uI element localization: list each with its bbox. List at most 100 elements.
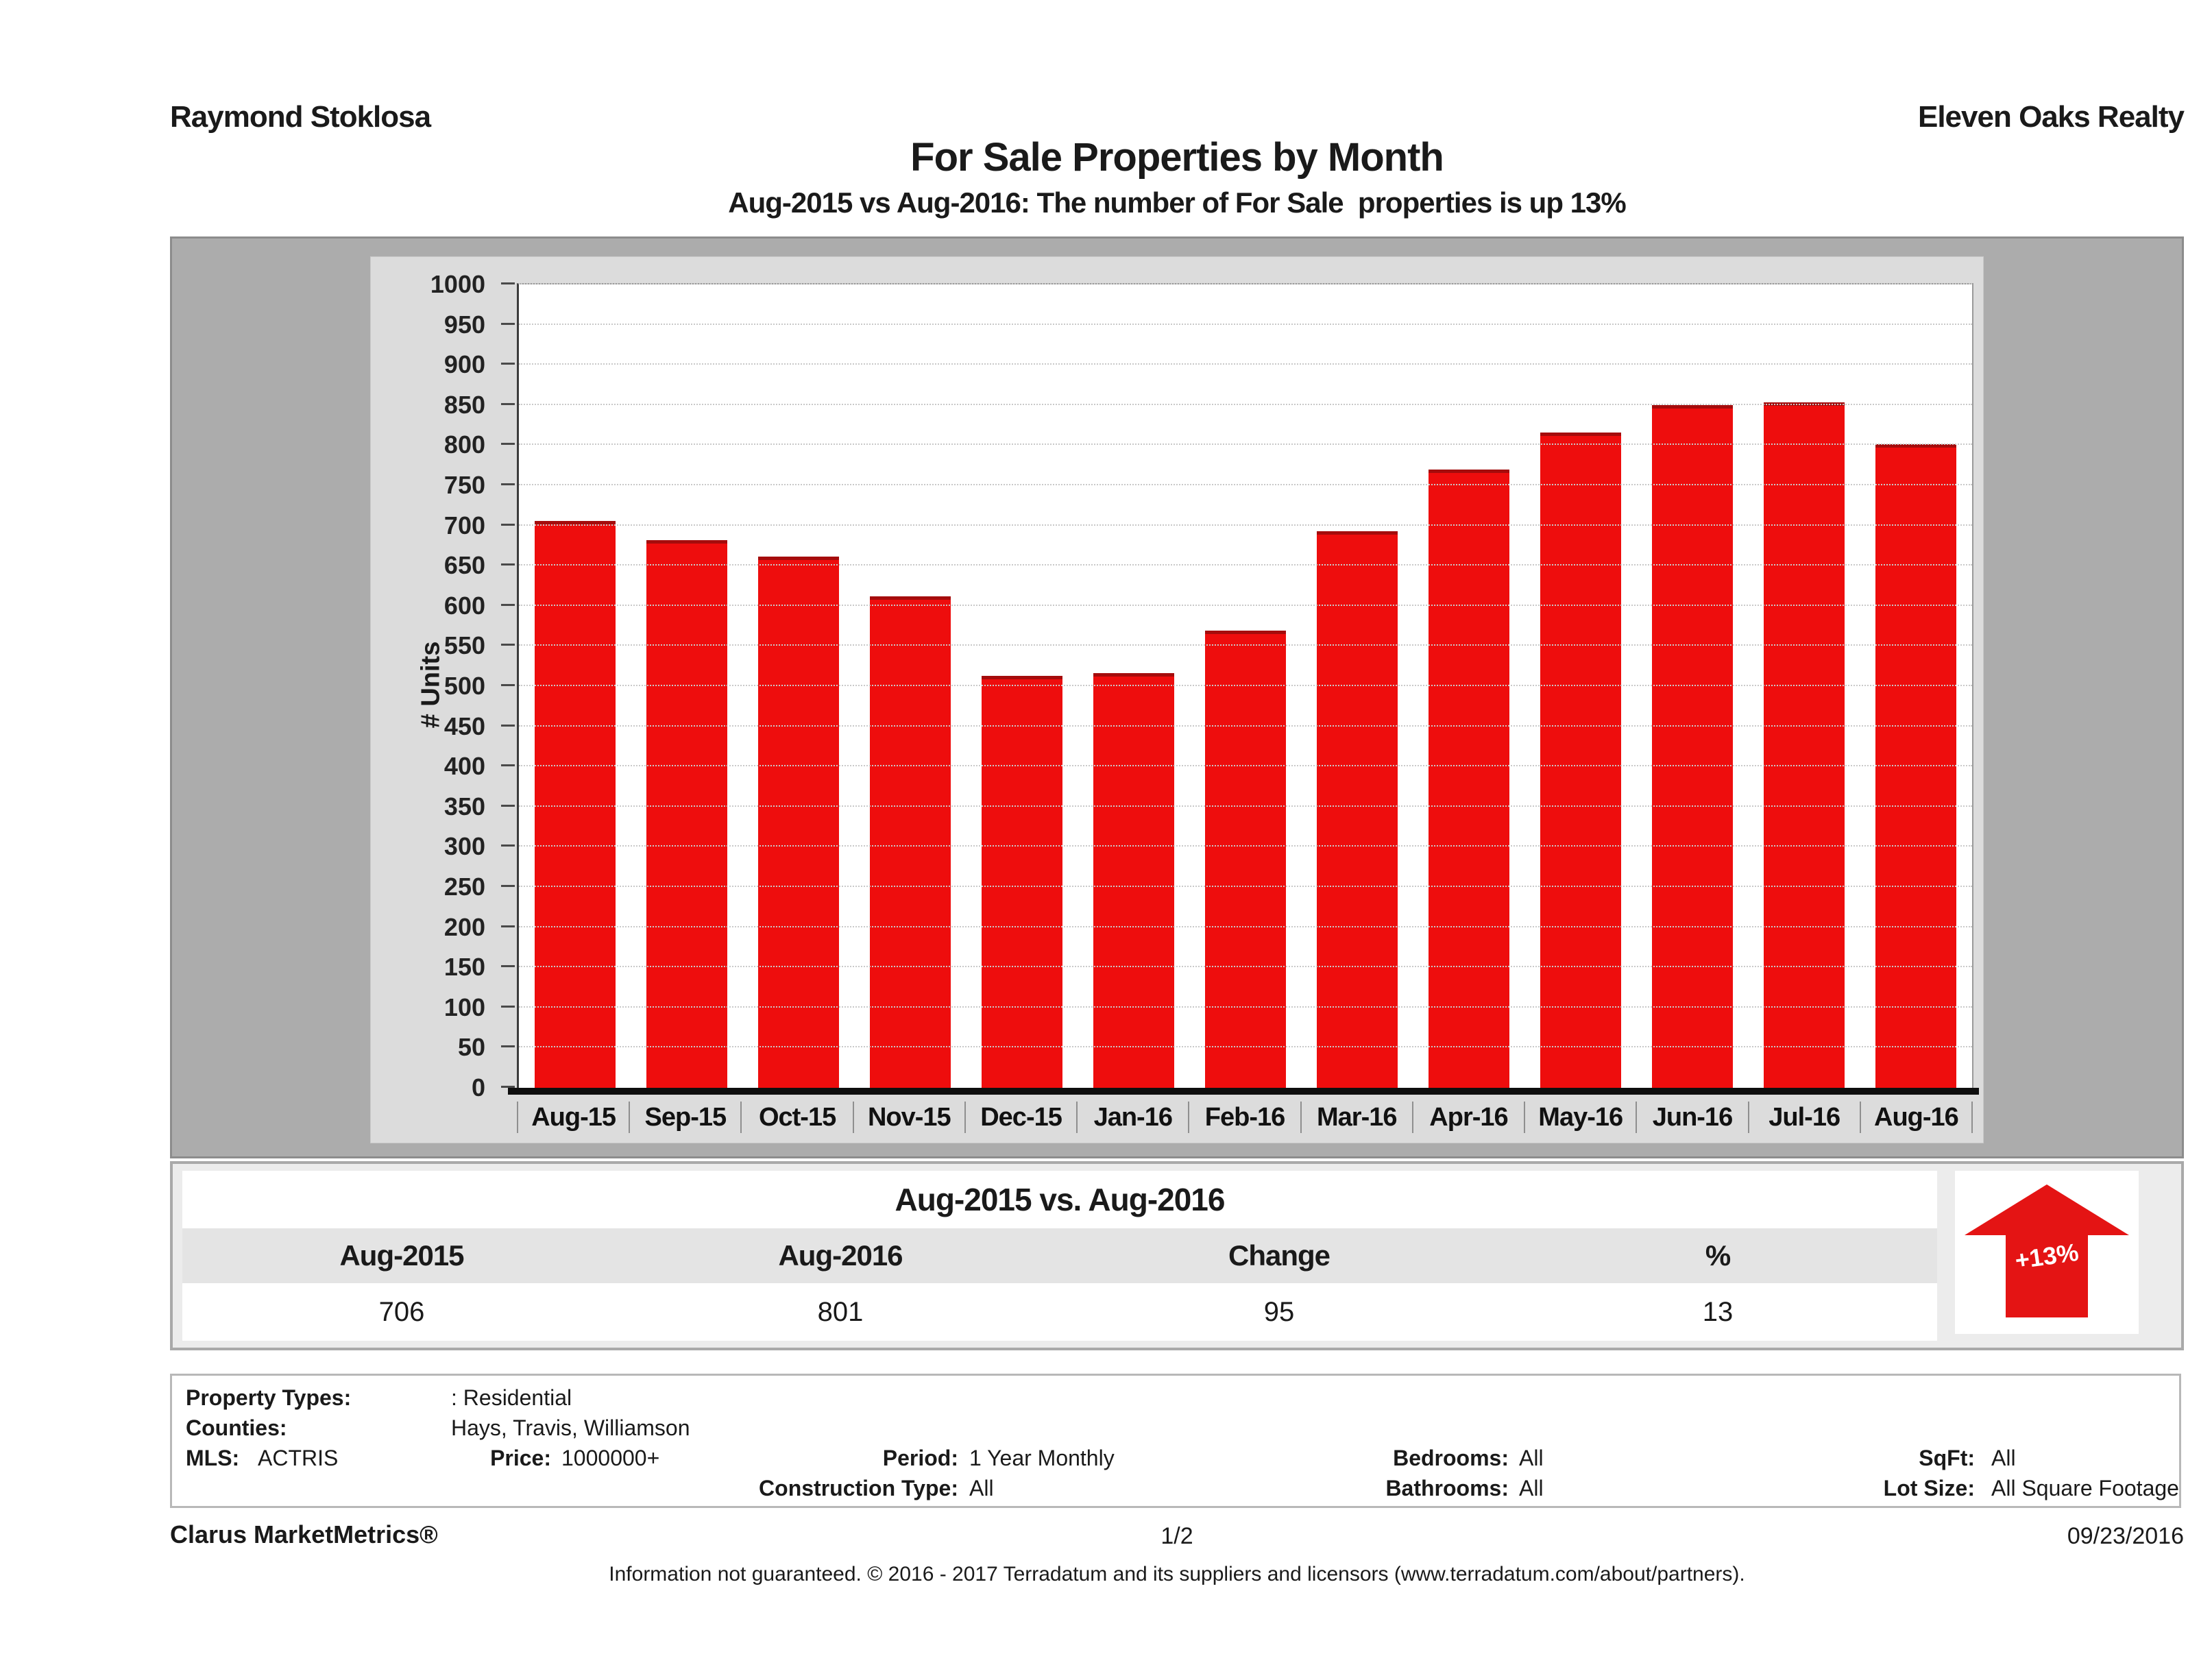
price-label: Price: bbox=[490, 1446, 551, 1470]
y-tick bbox=[501, 925, 515, 927]
comp-value-Aug-2015: 706 bbox=[378, 1296, 425, 1327]
comparison-section: Aug-2015 vs. Aug-2016 Aug-2015 Aug-2016 Ch… bbox=[170, 1161, 2184, 1350]
gridline bbox=[519, 323, 1972, 325]
y-axis-labels: 0 50 100 150 200 250 300 350 400 450 500 550 600 650 7… bbox=[371, 270, 517, 1102]
gridline bbox=[519, 805, 1972, 807]
period-value: 1 Year Monthly bbox=[969, 1446, 1115, 1470]
y-tick-label: 250 bbox=[443, 873, 485, 901]
y-tick-label: 500 bbox=[443, 672, 485, 700]
y-tick bbox=[501, 603, 515, 606]
sqft-label: SqFt: bbox=[1919, 1446, 1975, 1470]
gridline bbox=[519, 484, 1972, 485]
y-tick bbox=[501, 282, 515, 284]
construction-type-label: Construction Type: bbox=[759, 1476, 958, 1500]
property-types-value: : Residential bbox=[451, 1385, 572, 1410]
y-tick bbox=[501, 1045, 515, 1048]
y-tick bbox=[501, 363, 515, 365]
comparison-table: Aug-2015 vs. Aug-2016 Aug-2015 Aug-2016 Ch… bbox=[182, 1171, 1937, 1341]
x-label-Aug-15: Aug-15 bbox=[517, 1102, 629, 1133]
gridline bbox=[519, 1046, 1972, 1048]
comp-header-Aug-2015: Aug-2015 bbox=[339, 1239, 464, 1272]
bathrooms-value: All bbox=[1519, 1476, 1544, 1500]
bar-Apr-16 bbox=[1429, 469, 1510, 1088]
y-tick bbox=[501, 885, 515, 887]
x-label-Sep-15: Sep-15 bbox=[629, 1102, 740, 1133]
x-label-Oct-15: Oct-15 bbox=[740, 1102, 852, 1133]
gridline bbox=[519, 886, 1972, 887]
bar-Mar-16 bbox=[1317, 531, 1398, 1088]
chart-section: # Units 0 50 100 150 200 250 300 350 400 450 500 55… bbox=[170, 236, 2184, 1158]
mls-value: ACTRIS bbox=[258, 1446, 339, 1470]
price-value: 1000000+ bbox=[561, 1446, 660, 1470]
counties-label: Counties: bbox=[186, 1415, 287, 1440]
y-tick-label: 400 bbox=[443, 752, 485, 781]
y-tick bbox=[501, 443, 515, 446]
gridline bbox=[519, 925, 1972, 927]
bar-column-Sep-15 bbox=[631, 284, 742, 1088]
y-tick-label: 550 bbox=[443, 631, 485, 660]
bar-column-Jan-16 bbox=[1078, 284, 1189, 1088]
y-tick bbox=[501, 322, 515, 325]
bar-Nov-15 bbox=[869, 596, 951, 1088]
x-label-Apr-16: Apr-16 bbox=[1411, 1102, 1524, 1133]
y-tick-label: 800 bbox=[443, 430, 485, 459]
bar-column-Mar-16 bbox=[1302, 284, 1413, 1088]
lot-size-label: Lot Size: bbox=[1883, 1476, 1975, 1500]
y-tick-label: 450 bbox=[443, 712, 485, 740]
page-title: For Sale Properties by Month bbox=[910, 135, 1444, 180]
report-date: 09/23/2016 bbox=[2067, 1523, 2184, 1549]
change-badge: +13% bbox=[1955, 1171, 2139, 1334]
comparison-title: Aug-2015 vs. Aug-2016 bbox=[182, 1171, 1937, 1228]
x-label-Jan-16: Jan-16 bbox=[1076, 1102, 1188, 1133]
y-tick bbox=[501, 1086, 515, 1088]
sqft-value: All bbox=[1991, 1446, 2016, 1470]
page-number: 1/2 bbox=[1160, 1523, 1193, 1549]
gridline bbox=[519, 524, 1972, 526]
x-label-Jul-16: Jul-16 bbox=[1747, 1102, 1860, 1133]
comp-header-Aug-2016: Aug-2016 bbox=[778, 1239, 903, 1272]
gridline bbox=[519, 765, 1972, 767]
x-label-Mar-16: Mar-16 bbox=[1300, 1102, 1412, 1133]
y-tick-label: 300 bbox=[443, 832, 485, 861]
y-tick-label: 200 bbox=[443, 912, 485, 941]
y-tick-label: 0 bbox=[471, 1073, 485, 1102]
bar-column-Feb-16 bbox=[1189, 284, 1301, 1088]
x-label-Jun-16: Jun-16 bbox=[1636, 1102, 1747, 1133]
y-tick-label: 900 bbox=[443, 350, 485, 379]
bar-column-Dec-15 bbox=[966, 284, 1078, 1088]
gridline bbox=[519, 564, 1972, 566]
gridline bbox=[519, 443, 1972, 446]
construction-type-value: All bbox=[969, 1476, 994, 1500]
bar-Jan-16 bbox=[1093, 673, 1174, 1088]
bar-May-16 bbox=[1540, 432, 1622, 1088]
y-tick bbox=[501, 1005, 515, 1008]
bar-column-Nov-15 bbox=[854, 284, 966, 1088]
bar-column-Jul-16 bbox=[1749, 284, 1860, 1088]
y-tick bbox=[501, 563, 515, 566]
x-label-Feb-16: Feb-16 bbox=[1188, 1102, 1300, 1133]
mls-label: MLS: bbox=[186, 1446, 240, 1470]
up-arrow-icon-body bbox=[2006, 1234, 2088, 1317]
x-label-May-16: May-16 bbox=[1524, 1102, 1636, 1133]
comparison-value-row: 706 801 95 13 bbox=[182, 1283, 1937, 1341]
agent-name: Raymond Stoklosa bbox=[170, 100, 431, 134]
x-label-Dec-15: Dec-15 bbox=[964, 1102, 1076, 1133]
bar-column-Jun-16 bbox=[1637, 284, 1749, 1088]
x-axis-line bbox=[508, 1088, 1979, 1095]
bar-Aug-15 bbox=[534, 520, 616, 1088]
gridline bbox=[519, 685, 1972, 686]
y-tick-label: 650 bbox=[443, 551, 485, 580]
comp-header-Change: Change bbox=[1228, 1239, 1330, 1272]
plot-area bbox=[501, 282, 1979, 1095]
bar-Dec-15 bbox=[981, 675, 1062, 1088]
y-tick-label: 50 bbox=[457, 1033, 485, 1062]
gridline bbox=[519, 283, 1972, 284]
gridline bbox=[519, 403, 1972, 405]
gridline bbox=[519, 644, 1972, 646]
brokerage-name: Eleven Oaks Realty bbox=[1917, 100, 2185, 134]
comp-value-%: 13 bbox=[1702, 1296, 1734, 1327]
gridline bbox=[519, 725, 1972, 727]
y-tick-label: 600 bbox=[443, 591, 485, 620]
x-label-Nov-15: Nov-15 bbox=[852, 1102, 964, 1133]
